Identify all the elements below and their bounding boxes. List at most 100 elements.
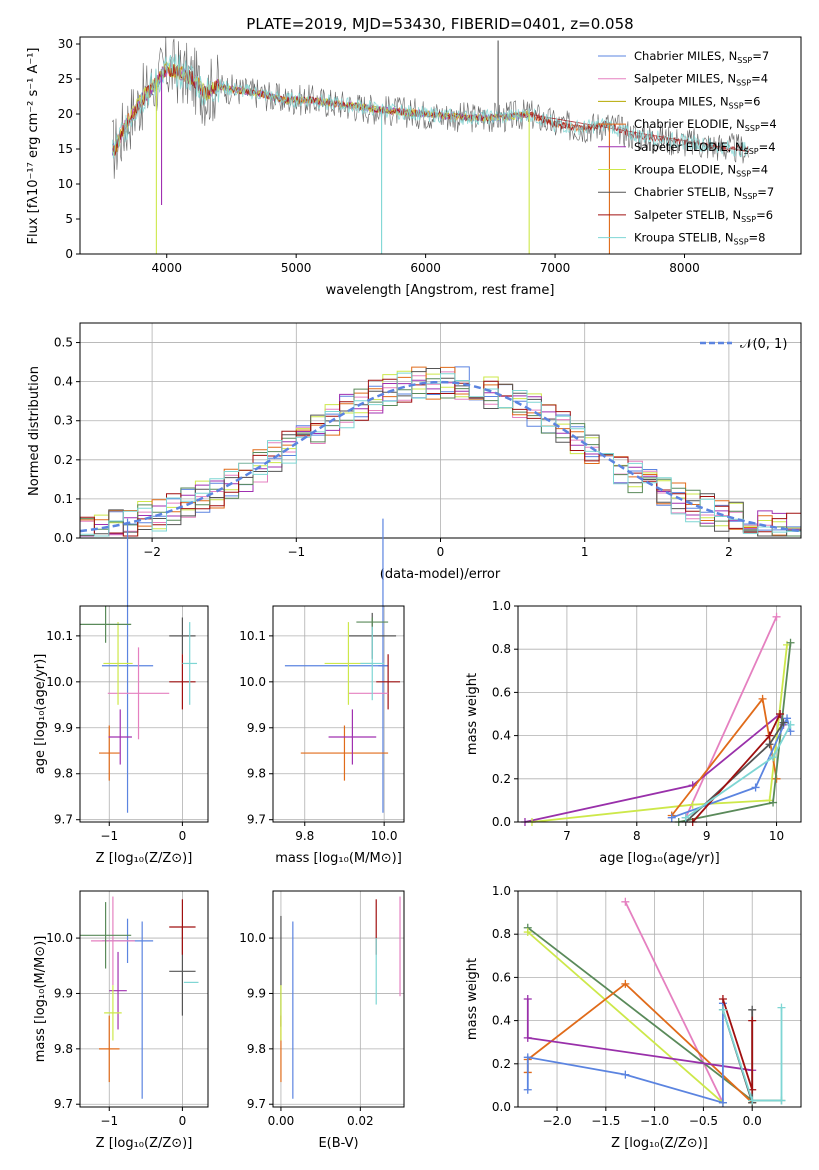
residuals-ytick-label: 0.4 [54,375,73,389]
age_vs_Z-xtick-label: 0 [179,829,187,843]
spectrum-series-chabrier_stelib [112,36,749,179]
age_vs_mass-xtick-label: 10.0 [371,829,398,843]
spectrum-legend-label: Salpeter ELODIE, NSSP=4 [634,140,776,156]
massweight_vs_Z-series-line [526,999,753,1072]
massweight_vs_age-ytick-label: 0.2 [492,772,511,786]
residuals-panel: −2 −1 0 1 2 0.0 0.1 0.2 0.3 0.4 0.5 (data-model)/e… [27,322,802,582]
massweight_vs_Z-series-marker [718,995,727,1003]
massweight_vs_Z-series-marker [748,1016,757,1025]
mass_vs_Z-ytick-label: 9.8 [54,1042,73,1056]
age_vs_mass-ytick-label: 9.9 [247,721,266,735]
age_vs_mass-ytick-label: 10.1 [239,629,266,643]
massweight_vs_Z-series-line [722,998,754,1090]
age_vs_Z-xlabel: Z [log₁₀(Z/Z⊙)] [96,851,193,866]
massweight_vs_Z-series-marker [523,1053,532,1062]
age_vs_mass-xlabel: mass [log₁₀(M/M⊙)] [275,851,402,866]
residuals-xtick-label: −2 [143,545,161,559]
massweight_vs_age-series-marker [688,800,697,809]
massweight_vs_Z-xlabel: Z [log₁₀(Z/Z⊙)] [611,1136,708,1151]
age_vs_mass-ytick-label: 9.8 [247,767,266,781]
massweight_vs_age-series-marker [681,813,690,822]
mass_vs_ebv-ytick-label: 9.9 [247,986,266,1000]
spectrum-legend: Chabrier MILES, NSSP=7 Salpeter MILES, NS… [598,49,777,247]
massweight_vs_Z-series-marker [523,1085,532,1094]
spectrum-panel: PLATE=2019, MJD=53430, FIBERID=0401, z=0… [26,15,802,298]
normal-curve [79,380,802,533]
mass_vs_Z-xlabel: Z [log₁₀(Z/Z⊙)] [96,1136,193,1151]
residuals-ylabel: Normed distribution [27,366,42,496]
massweight_vs_age-series-marker [772,612,781,621]
age_vs_Z-ytick-label: 9.9 [54,721,73,735]
mass_vs_Z-ytick-label: 10.0 [46,931,73,945]
age_vs_mass-panel: 9.8 10.0 9.7 9.8 9.9 10.0 10.1 mass [log₁₀(M/M⊙… [239,518,405,866]
massweight_vs_age-series-marker [786,638,795,647]
massweight_vs_Z-ytick-label: 0.4 [492,1014,511,1028]
residuals-xtick-label: −1 [287,545,305,559]
massweight_vs_age-series-marker [765,731,774,740]
spectrum-ytick-label: 25 [58,72,73,86]
residuals-ytick-label: 0.2 [54,453,73,467]
massweight_vs_Z-series-marker [718,1098,727,1107]
massweight_vs_age-series-line [684,616,778,819]
massweight_vs_age-series-marker [751,783,760,792]
age_vs_mass-ytick-label: 9.7 [247,813,266,827]
massweight_vs_age-series-marker [765,740,774,749]
spectrum-xtick-label: 5000 [281,261,312,275]
spectrum-legend-label: Chabrier STELIB, NSSP=7 [634,185,774,201]
spectrum-ytick-label: 30 [58,37,73,51]
massweight_vs_age-panel: 7 8 9 10 0.0 0.2 0.4 0.6 0.8 1.0 age [log₁₀(age/yr… [465,599,802,866]
age_vs_Z-ytick-label: 9.8 [54,767,73,781]
massweight_vs_Z-ylabel: mass weight [465,958,480,1040]
massweight_vs_age-xtick-label: 10 [769,829,784,843]
age_vs_Z-ytick-label: 9.7 [54,813,73,827]
mass_vs_Z-ytick-label: 9.7 [54,1097,73,1111]
mass_vs_Z-panel: −1 0 9.7 9.8 9.9 10.0 Z [log₁₀(Z/Z⊙)] mass [log… [33,890,209,1151]
massweight_vs_Z-frame [517,890,802,1108]
massweight_vs_age-ytick-label: 0.0 [492,815,511,829]
spectrum-xtick-label: 7000 [540,261,571,275]
massweight_vs_Z-ytick-label: 1.0 [492,884,511,898]
mass_vs_ebv-panel: 0.00 0.02 9.7 9.8 9.9 10.0 E(B-V) [239,890,405,1151]
spectrum-title: PLATE=2019, MJD=53430, FIBERID=0401, z=0… [246,15,633,33]
massweight_vs_age-ytick-label: 0.8 [492,642,511,656]
spectrum-xlabel: wavelength [Angstrom, rest frame] [326,283,555,298]
spectrum-legend-label: Kroupa MILES, NSSP=6 [634,94,760,110]
massweight_vs_age-series-line [531,644,788,823]
massweight_vs_Z-series-marker [621,897,630,906]
spectrum-ytick-label: 5 [65,212,73,226]
mass_vs_Z-frame [79,890,209,1108]
residuals-hist-green_series [80,378,801,537]
spectrum-ytick-label: 20 [58,107,73,121]
residuals-ytick-label: 0.0 [54,531,73,545]
massweight_vs_Z-xtick-label: 0.0 [743,1114,762,1128]
massweight_vs_Z-series-marker [621,979,630,988]
spectrum-xtick-label: 8000 [669,261,700,275]
mass_vs_ebv-xtick-label: 0.02 [347,1114,374,1128]
residuals-xlabel: (data-model)/error [380,567,501,582]
spectrum-legend-label: Chabrier MILES, NSSP=7 [634,49,769,65]
massweight_vs_Z-xtick-label: −2.0 [542,1114,571,1128]
age_vs_mass-xtick-label: 9.8 [295,829,314,843]
massweight_vs_Z-series-marker [777,1096,786,1105]
massweight_vs_age-frame [517,605,802,823]
age_vs_Z-panel: −1 0 9.7 9.8 9.9 10.0 10.1 Z [log₁₀(Z/Z⊙)] age [… [33,518,209,866]
massweight_vs_age-xtick-label: 8 [633,829,641,843]
age_vs_Z-ytick-label: 10.1 [46,629,73,643]
mass_vs_Z-ylabel: mass [log₁₀(M/M⊙)] [33,936,48,1063]
massweight_vs_age-series-marker [667,813,676,822]
residuals-ytick-label: 0.5 [54,336,73,350]
residuals-hist-kroupa_stelib [80,372,801,537]
massweight_vs_age-ytick-label: 1.0 [492,599,511,613]
massweight_vs_Z-xtick-label: −1.5 [591,1114,620,1128]
massweight_vs_Z-series-marker [748,1096,757,1105]
spectrum-ytick-label: 15 [58,142,73,156]
age_vs_Z-ylabel: age [log₁₀(age/yr)] [33,654,48,775]
mass_vs_ebv-xtick-label: 0.00 [268,1114,295,1128]
massweight_vs_Z-series-marker [523,995,532,1003]
mass_vs_Z-ytick-label: 9.9 [54,986,73,1000]
massweight_vs_Z-series-marker [748,1005,757,1014]
spectrum-frame [79,36,802,255]
massweight_vs_Z-ytick-label: 0.2 [492,1057,511,1071]
massweight_vs_age-series-marker [786,720,795,729]
